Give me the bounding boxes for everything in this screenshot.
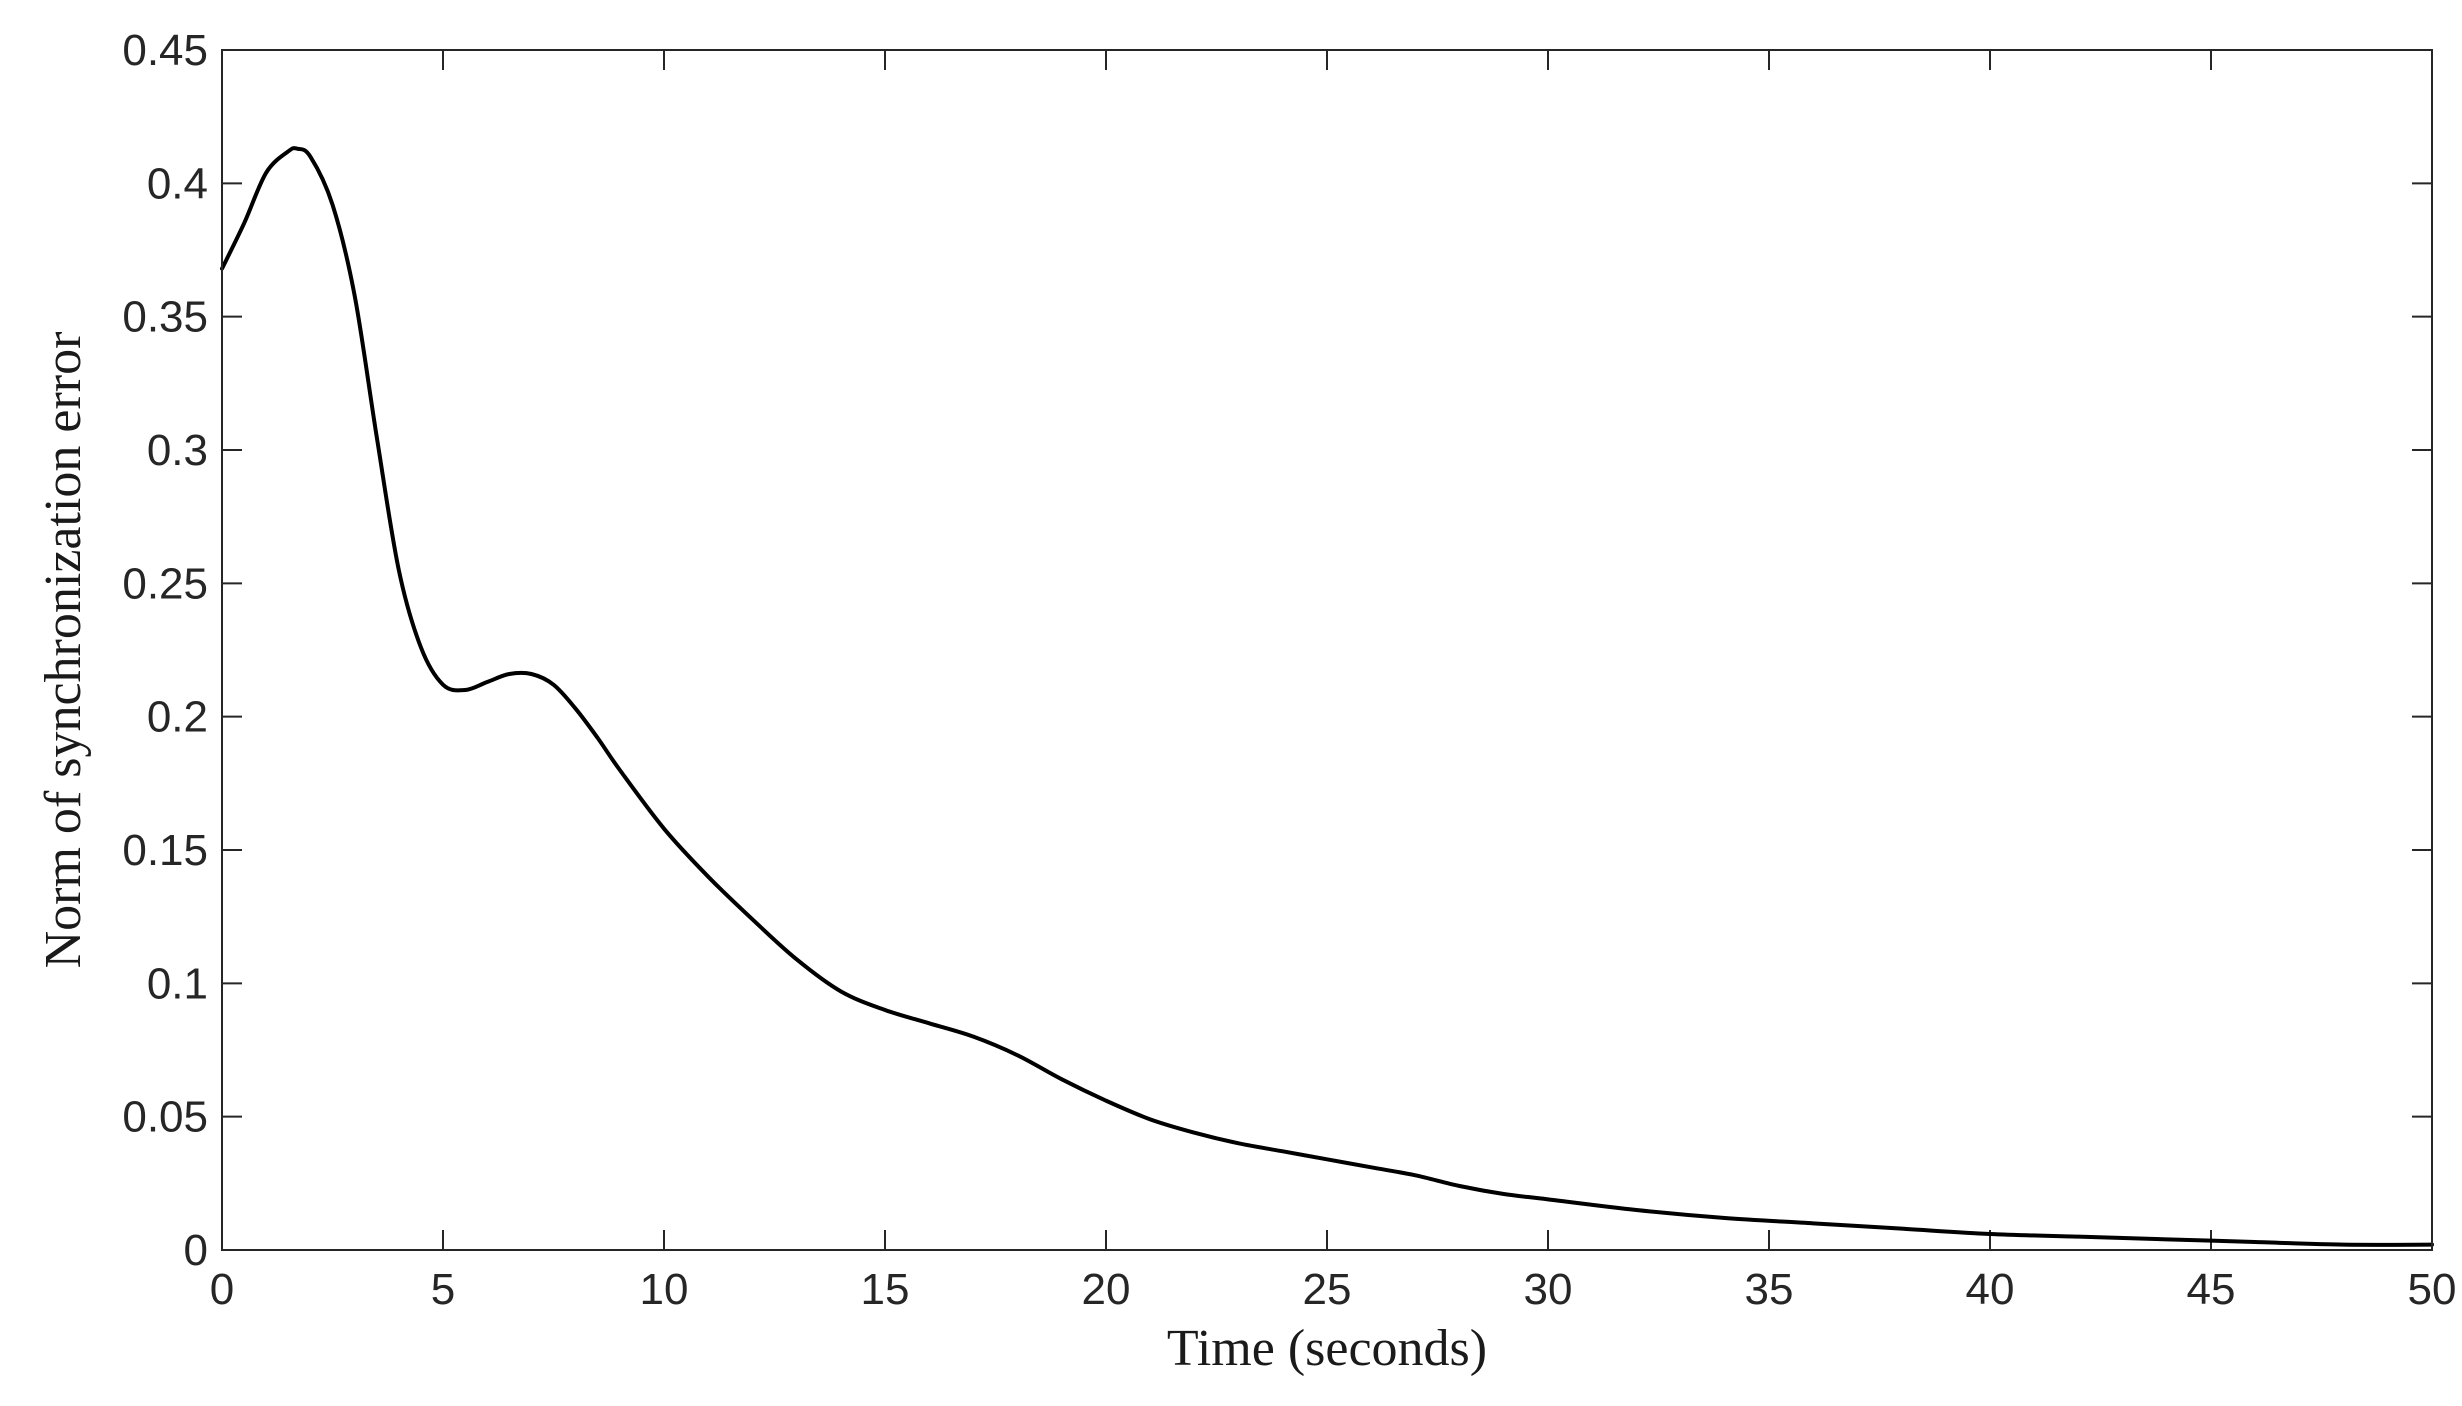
x-tick-label: 35 — [1745, 1265, 1794, 1314]
x-tick-label: 40 — [1966, 1265, 2015, 1314]
y-tick-label: 0.3 — [147, 426, 208, 475]
y-tick-label: 0.1 — [147, 959, 208, 1008]
x-tick-label: 50 — [2408, 1265, 2457, 1314]
x-tick-label: 25 — [1303, 1265, 1352, 1314]
y-tick-label: 0.05 — [122, 1093, 208, 1142]
x-tick-label: 5 — [431, 1265, 455, 1314]
series-line — [220, 146, 2434, 1247]
y-tick-label: 0.2 — [147, 693, 208, 742]
y-axis-ticks: 0 0.05 0.1 0.15 0.2 0.25 0.3 0.35 0.4 0.45 — [122, 26, 2432, 1275]
y-tick-label: 0.35 — [122, 293, 208, 342]
x-tick-label: 0 — [210, 1265, 234, 1314]
y-axis-label: Norm of synchronization error — [35, 332, 92, 969]
series-layer — [220, 146, 2434, 1247]
y-tick-label: 0.15 — [122, 826, 208, 875]
y-tick-label: 0 — [184, 1226, 208, 1275]
x-tick-label: 45 — [2187, 1265, 2236, 1314]
x-axis-ticks: 0 5 10 15 20 25 30 35 40 45 50 — [210, 50, 2457, 1314]
plot-frame — [221, 49, 2433, 1251]
x-tick-label: 30 — [1524, 1265, 1573, 1314]
y-tick-label: 0.25 — [122, 559, 208, 608]
y-tick-label: 0.4 — [147, 159, 208, 208]
y-tick-label: 0.45 — [122, 26, 208, 75]
x-tick-label: 10 — [640, 1265, 689, 1314]
x-tick-label: 20 — [1082, 1265, 1131, 1314]
x-tick-label: 15 — [861, 1265, 910, 1314]
x-axis-label: Time (seconds) — [1167, 1320, 1487, 1377]
